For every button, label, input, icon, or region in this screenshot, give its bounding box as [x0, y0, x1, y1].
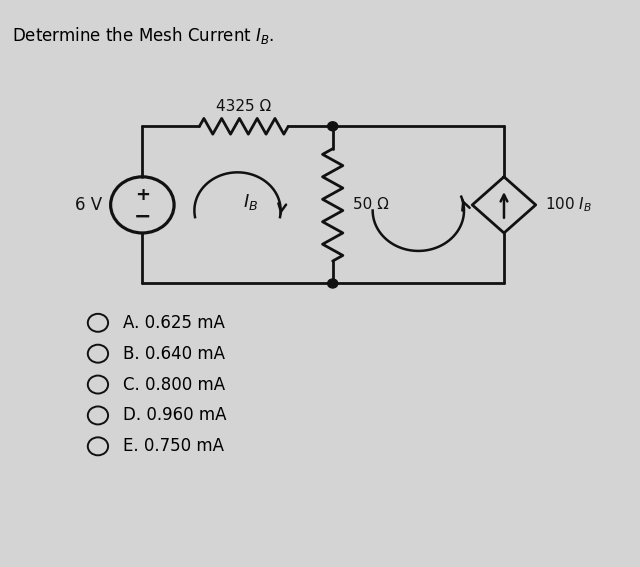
- Text: 6 V: 6 V: [75, 196, 102, 214]
- Text: Determine the Mesh Current $I_B$.: Determine the Mesh Current $I_B$.: [12, 26, 275, 46]
- Text: C. 0.800 mA: C. 0.800 mA: [124, 375, 225, 393]
- Circle shape: [328, 279, 338, 288]
- Text: 50 Ω: 50 Ω: [353, 197, 389, 213]
- Text: 4325 Ω: 4325 Ω: [216, 99, 271, 114]
- Text: D. 0.960 mA: D. 0.960 mA: [124, 407, 227, 425]
- Text: $I_B$: $I_B$: [243, 192, 258, 212]
- Text: B. 0.640 mA: B. 0.640 mA: [124, 345, 225, 363]
- Circle shape: [328, 122, 338, 131]
- Text: E. 0.750 mA: E. 0.750 mA: [124, 437, 225, 455]
- Text: A. 0.625 mA: A. 0.625 mA: [124, 314, 225, 332]
- Text: +: +: [135, 186, 150, 204]
- Text: −: −: [134, 206, 151, 226]
- Text: 100 $I_B$: 100 $I_B$: [545, 196, 593, 214]
